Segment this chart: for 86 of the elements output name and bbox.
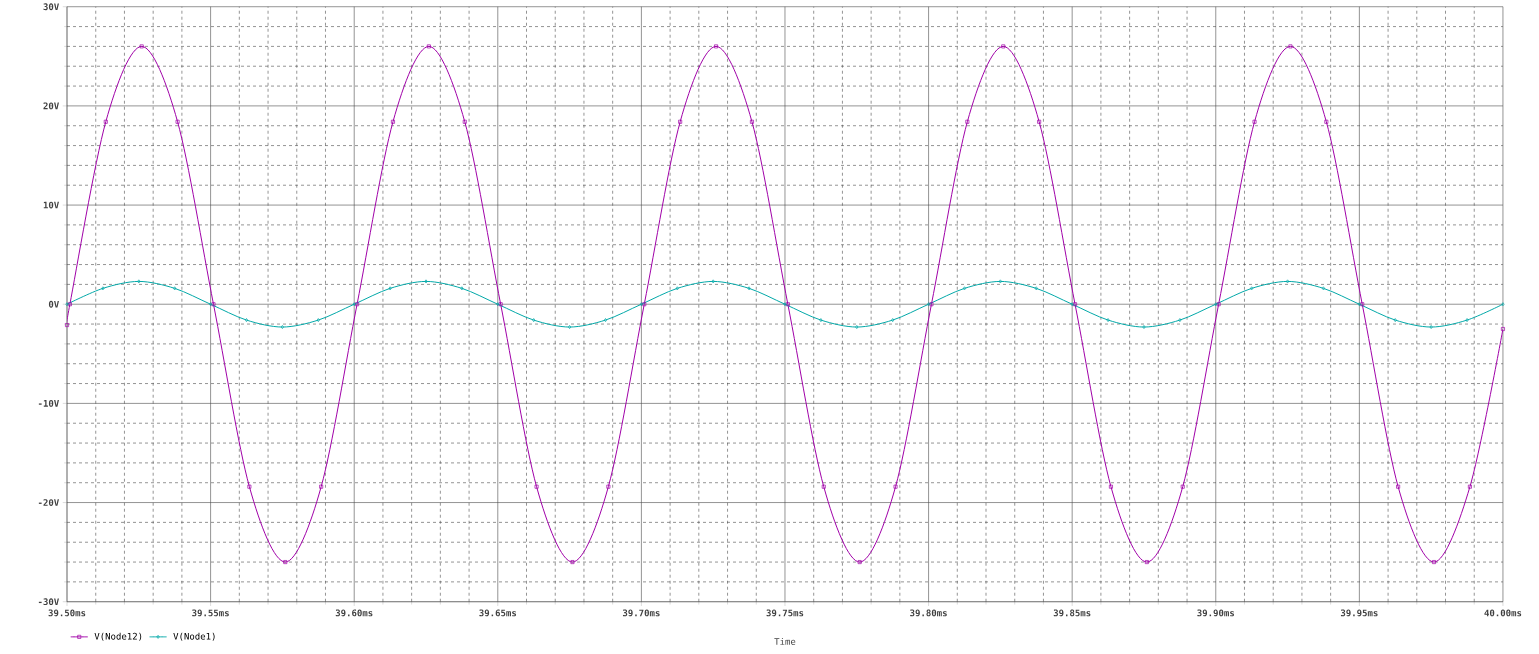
- x-tick-label: 39.80ms: [910, 609, 947, 617]
- x-tick-label: 39.95ms: [1340, 609, 1378, 617]
- point: [460, 286, 464, 291]
- point: [352, 302, 356, 307]
- point: [819, 318, 823, 323]
- point: [355, 302, 360, 307]
- point: [1321, 286, 1326, 291]
- point: [606, 484, 611, 489]
- point: [1467, 484, 1472, 489]
- x-axis-title: Time: [774, 638, 796, 646]
- point: [1286, 279, 1290, 284]
- point: [391, 119, 395, 124]
- point: [283, 560, 288, 565]
- point: [642, 302, 647, 307]
- point: [1178, 318, 1182, 323]
- point: [534, 484, 539, 489]
- point: [462, 119, 467, 124]
- point: [714, 44, 719, 49]
- point: [1142, 325, 1146, 330]
- point: [568, 325, 572, 330]
- point: [244, 318, 249, 323]
- point: [675, 286, 679, 291]
- point: [1288, 44, 1293, 49]
- point: [1432, 560, 1436, 565]
- point: [893, 484, 898, 489]
- point: [1106, 318, 1110, 323]
- point: [639, 302, 643, 307]
- point: [1465, 318, 1469, 323]
- point: [1252, 119, 1257, 124]
- point: [603, 318, 608, 323]
- point: [821, 484, 826, 489]
- point: [1001, 44, 1006, 49]
- point: [280, 325, 284, 330]
- point: [1324, 119, 1329, 124]
- point: [103, 119, 108, 124]
- point: [857, 560, 862, 565]
- point: [101, 286, 105, 291]
- y-tick-label: 30V: [43, 3, 59, 11]
- x-tick-label: 40.00ms: [1484, 609, 1522, 617]
- x-tick-label: 39.65ms: [479, 609, 517, 617]
- point: [1393, 318, 1397, 323]
- x-tick-label: 39.50ms: [48, 609, 86, 617]
- point: [247, 484, 252, 489]
- point: [1144, 560, 1149, 565]
- point: [1250, 286, 1254, 291]
- y-tick-label: 10V: [43, 201, 59, 209]
- point: [1180, 484, 1185, 489]
- point: [1108, 484, 1113, 489]
- y-tick-label: 20V: [43, 102, 59, 110]
- point: [750, 119, 754, 124]
- point: [570, 560, 575, 565]
- point: [711, 279, 715, 284]
- point: [1357, 302, 1361, 307]
- point: [137, 279, 141, 284]
- point: [139, 44, 144, 49]
- point: [962, 286, 967, 291]
- x-tick-label: 39.90ms: [1197, 609, 1234, 617]
- x-tick-label: 39.70ms: [622, 609, 660, 617]
- point: [998, 279, 1002, 284]
- point: [319, 484, 324, 489]
- point: [426, 44, 431, 49]
- legend-label: V(Node12): [94, 632, 142, 641]
- x-tick-label: 39.55ms: [192, 609, 229, 617]
- x-tick-label: 39.75ms: [766, 609, 804, 617]
- y-tick-label: 0V: [48, 300, 59, 308]
- point: [1037, 119, 1042, 124]
- point: [532, 318, 536, 323]
- x-tick-label: 39.60ms: [335, 609, 373, 617]
- point: [1429, 325, 1433, 330]
- y-tick-label: -20V: [38, 499, 59, 507]
- y-tick-label: -10V: [38, 400, 59, 407]
- point: [175, 119, 180, 124]
- point: [855, 325, 859, 330]
- point: [1034, 286, 1038, 291]
- x-tick-label: 39.85ms: [1053, 609, 1091, 617]
- point: [965, 119, 970, 124]
- legend-label: V(Node1): [173, 632, 215, 641]
- point: [388, 286, 392, 291]
- point: [891, 318, 895, 323]
- point: [173, 286, 177, 291]
- point: [1360, 302, 1365, 307]
- point: [678, 119, 683, 124]
- point: [747, 286, 751, 291]
- point: [1396, 484, 1401, 489]
- point: [316, 318, 320, 323]
- y-tick-label: -30V: [38, 598, 59, 606]
